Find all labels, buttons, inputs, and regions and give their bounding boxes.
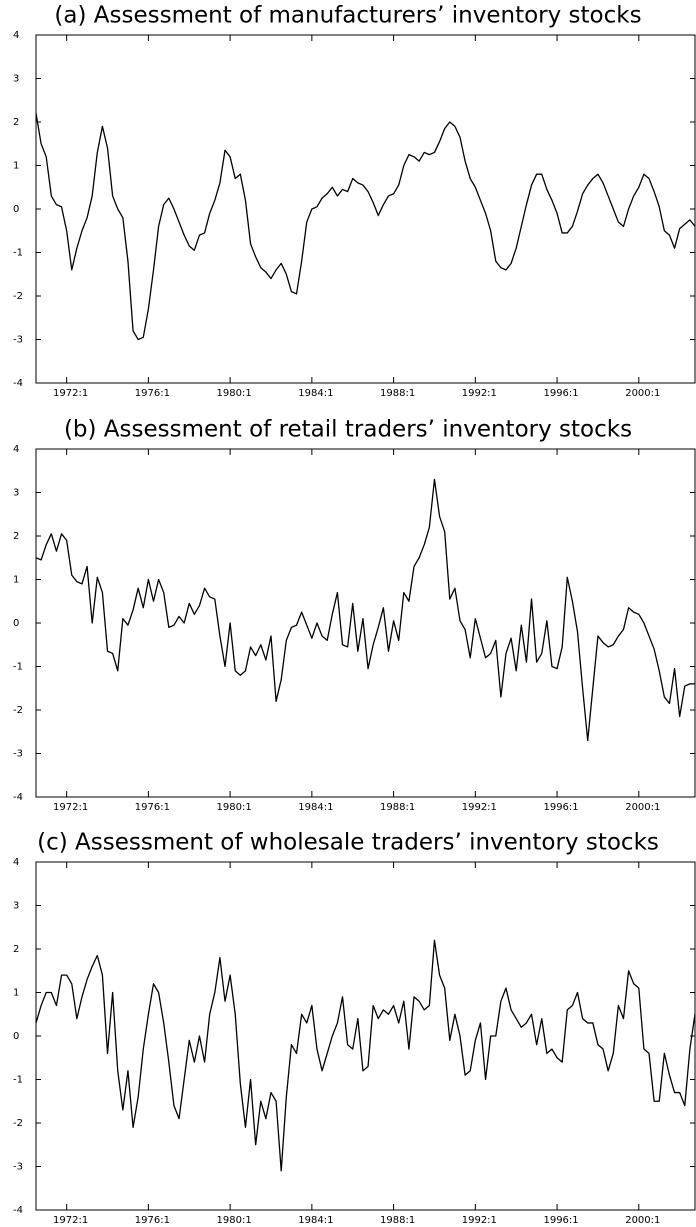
y-tick-label: -1 [13,248,23,259]
x-tick-label: 1988:1 [380,802,415,813]
plot-frame [35,448,696,798]
y-tick-label: 1 [13,575,19,586]
y-tick-label: 0 [13,618,19,629]
y-tick-label: -4 [13,1205,23,1216]
x-tick-label: 1984:1 [298,1215,333,1226]
y-tick-label: 4 [13,444,19,455]
y-tick-label: 3 [13,74,19,85]
y-tick-label: 2 [13,531,19,542]
y-tick-label: -1 [13,1075,23,1086]
y-tick-label: 2 [13,944,19,955]
x-tick-label: 1992:1 [462,802,497,813]
chart-title: (b) Assessment of retail traders’ invent… [64,417,632,443]
x-tick-label: 2000:1 [625,802,660,813]
x-tick-label: 1988:1 [380,1215,415,1226]
y-tick-label: -3 [13,749,23,760]
y-tick-label: 0 [13,1031,19,1042]
y-tick-label: 4 [13,857,19,868]
y-tick-label: -3 [13,1162,23,1173]
x-tick-label: 1976:1 [135,388,170,399]
x-tick-label: 1984:1 [298,388,333,399]
data-line [35,939,696,1172]
chart-title: (c) Assessment of wholesale traders’ inv… [37,830,659,856]
plot-frame [35,34,696,384]
data-line [35,478,695,742]
y-tick-label: -2 [13,1118,23,1129]
x-tick-label: 1972:1 [53,802,88,813]
y-tick-label: -2 [13,291,23,302]
x-tick-label: 1980:1 [217,802,252,813]
y-tick-label: -4 [13,378,23,389]
y-tick-label: -4 [13,792,23,803]
x-tick-label: 1984:1 [298,802,333,813]
x-tick-label: 1980:1 [217,1215,252,1226]
y-tick-label: 4 [13,30,19,41]
x-tick-label: 1976:1 [135,802,170,813]
data-line [35,113,696,341]
x-tick-label: 1980:1 [217,388,252,399]
y-tick-label: 3 [13,901,19,912]
x-tick-label: 1976:1 [135,1215,170,1226]
y-tick-label: -2 [13,705,23,716]
x-tick-label: 1992:1 [462,1215,497,1226]
y-tick-label: 1 [13,161,19,172]
chart-title: (a) Assessment of manufacturers’ invento… [54,3,641,29]
x-tick-label: 1996:1 [543,802,578,813]
y-tick-label: -1 [13,662,23,673]
y-tick-label: 0 [13,204,19,215]
x-tick-label: 2000:1 [625,1215,660,1226]
x-tick-label: 1972:1 [53,388,88,399]
y-tick-label: 1 [13,988,19,999]
x-tick-label: 1992:1 [462,388,497,399]
x-tick-label: 1996:1 [543,1215,578,1226]
x-tick-label: 1972:1 [53,1215,88,1226]
y-tick-label: 3 [13,488,19,499]
x-tick-label: 1996:1 [543,388,578,399]
y-tick-label: 2 [13,117,19,128]
y-tick-label: -3 [13,335,23,346]
x-tick-label: 1988:1 [380,388,415,399]
x-tick-label: 2000:1 [625,388,660,399]
